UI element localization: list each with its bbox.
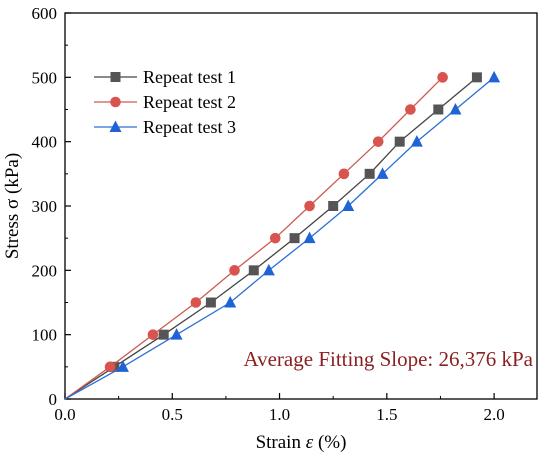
- y-tick-label: 0: [49, 390, 58, 409]
- series-2: [64, 72, 448, 400]
- axis-ticks: 0.0 0.5 1.0 1.5 2.0 0 100 200 300 400 500 600: [32, 4, 505, 424]
- data-point: [224, 296, 237, 308]
- legend-label: Repeat test 2: [143, 92, 236, 112]
- legend-marker: [109, 120, 122, 132]
- data-point: [364, 168, 375, 179]
- data-point: [342, 199, 355, 211]
- x-axis-title-suffix: (%): [313, 432, 346, 453]
- x-axis-title: Strain ε (%): [256, 432, 347, 453]
- series-3: [64, 70, 501, 400]
- data-point: [372, 136, 384, 147]
- data-point: [190, 297, 202, 308]
- data-point: [262, 263, 275, 276]
- data-point: [394, 136, 405, 147]
- data-point: [405, 104, 416, 115]
- data-point: [147, 329, 159, 340]
- legend-item-1: Repeat test 1: [94, 67, 236, 87]
- x-tick-label: 1.5: [376, 405, 397, 424]
- y-tick-label: 200: [32, 261, 58, 280]
- data-point: [303, 231, 316, 244]
- legend-item-3: Repeat test 3: [94, 117, 236, 137]
- legend-marker: [110, 96, 121, 108]
- legend: Repeat test 1 Repeat test 2 Repeat test 3: [94, 67, 236, 137]
- data-point: [205, 297, 216, 308]
- x-tick-label: 0.0: [54, 405, 75, 424]
- data-point: [449, 103, 462, 115]
- data-point: [116, 360, 129, 372]
- data-point: [304, 200, 315, 212]
- data-point: [328, 201, 339, 211]
- data-point: [104, 361, 116, 373]
- data-point: [269, 232, 281, 244]
- data-point: [289, 233, 300, 244]
- y-tick-label: 600: [32, 4, 58, 23]
- data-point: [471, 72, 482, 83]
- series-layer: [64, 70, 501, 400]
- data-point: [433, 104, 444, 115]
- data-point: [410, 135, 423, 147]
- legend-label: Repeat test 3: [143, 117, 236, 137]
- x-tick-label: 0.5: [162, 405, 183, 424]
- data-point: [376, 167, 389, 179]
- x-axis-title-symbol: ε: [306, 432, 314, 453]
- data-point: [248, 265, 259, 276]
- x-axis-title-prefix: Strain: [256, 432, 306, 453]
- data-point: [488, 70, 501, 83]
- data-point: [338, 168, 350, 180]
- data-point: [229, 265, 240, 276]
- data-point: [170, 328, 183, 340]
- y-tick-label: 500: [32, 68, 58, 87]
- y-tick-label: 100: [32, 326, 58, 345]
- legend-item-2: Repeat test 2: [94, 92, 236, 112]
- data-point: [158, 329, 169, 340]
- y-tick-label: 300: [32, 197, 58, 216]
- plot-frame: [64, 12, 538, 400]
- x-tick-label: 1.0: [269, 405, 290, 424]
- series-1: [64, 72, 482, 400]
- data-point: [437, 72, 448, 83]
- legend-label: Repeat test 1: [143, 67, 236, 87]
- legend-marker: [110, 72, 121, 82]
- y-tick-label: 400: [32, 133, 58, 152]
- y-axis-title: Stress σ (kPa): [2, 153, 23, 259]
- x-tick-label: 2.0: [483, 405, 504, 424]
- annotation-text: Average Fitting Slope: 26,376 kPa: [244, 347, 534, 371]
